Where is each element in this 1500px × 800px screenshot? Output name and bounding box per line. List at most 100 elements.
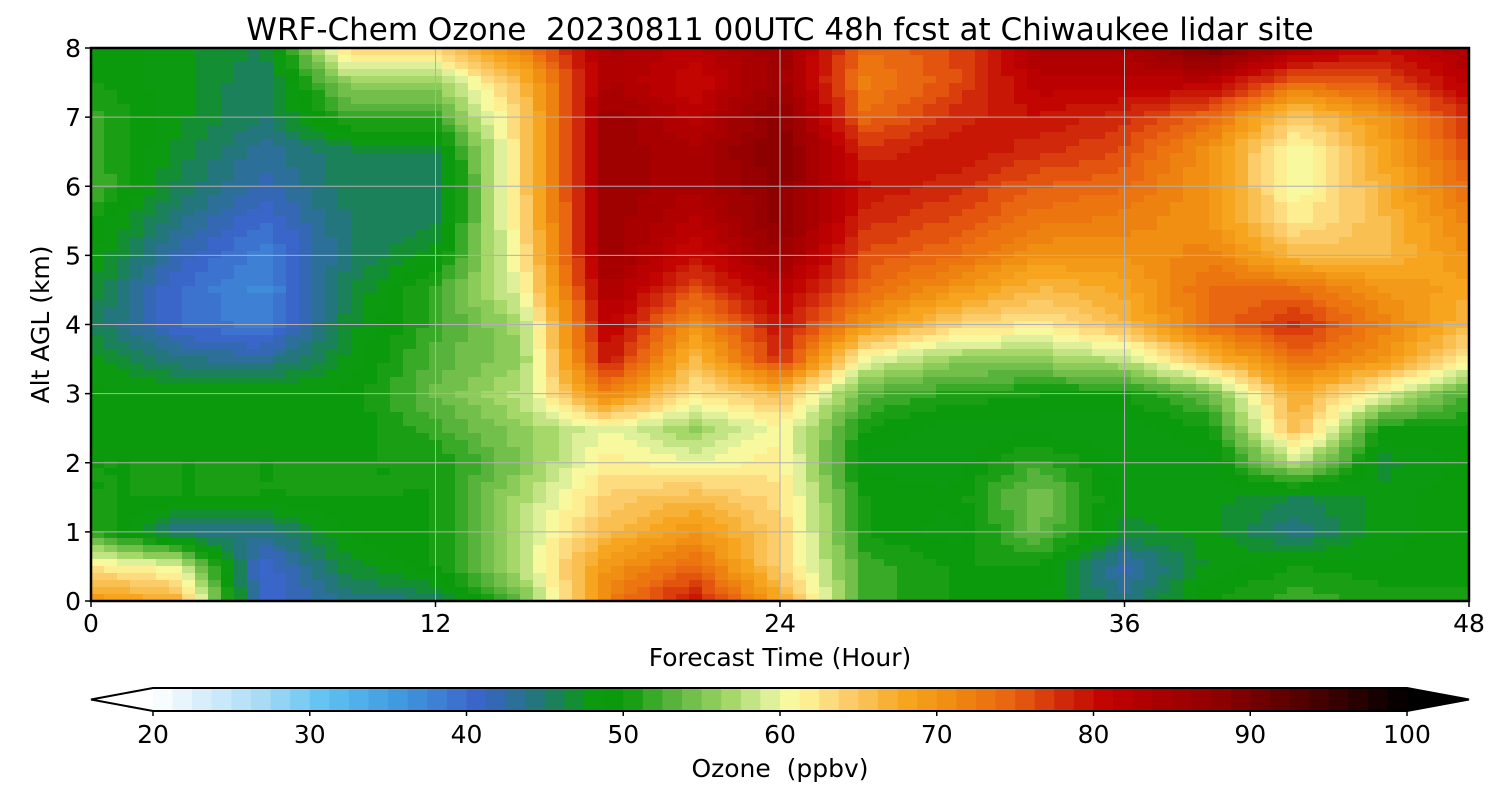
heatmap-cell — [234, 244, 248, 252]
heatmap-cell — [754, 216, 768, 224]
heatmap-cell — [1235, 370, 1249, 378]
heatmap-cell — [884, 349, 898, 357]
heatmap-cell — [988, 265, 1002, 273]
heatmap-cell — [403, 328, 417, 336]
heatmap-cell — [1222, 279, 1236, 287]
heatmap-cell — [1443, 244, 1457, 252]
heatmap-cell — [1404, 251, 1418, 259]
heatmap-cell — [1287, 223, 1301, 231]
heatmap-cell — [767, 216, 781, 224]
heatmap-cell — [832, 167, 846, 175]
heatmap-cell — [871, 48, 885, 56]
heatmap-cell — [247, 118, 261, 126]
heatmap-cell — [455, 202, 469, 210]
heatmap-cell — [546, 335, 560, 343]
heatmap-cell — [624, 97, 638, 105]
heatmap-cell — [234, 356, 248, 364]
heatmap-cell — [884, 104, 898, 112]
heatmap-cell — [806, 174, 820, 182]
heatmap-cell — [624, 223, 638, 231]
heatmap-cell — [767, 209, 781, 217]
heatmap-cell — [923, 265, 937, 273]
heatmap-cell — [806, 272, 820, 280]
heatmap-cell — [1274, 209, 1288, 217]
heatmap-cell — [975, 174, 989, 182]
heatmap-cell — [442, 97, 456, 105]
heatmap-cell — [754, 146, 768, 154]
heatmap-cell — [1053, 153, 1067, 161]
heatmap-cell — [377, 237, 391, 245]
heatmap-cell — [1339, 272, 1353, 280]
heatmap-cell — [962, 251, 976, 259]
heatmap-cell — [234, 62, 248, 70]
heatmap-cell — [468, 251, 482, 259]
heatmap-cell — [1313, 146, 1327, 154]
heatmap-cell — [1066, 223, 1080, 231]
heatmap-cell — [897, 62, 911, 70]
heatmap-cell — [754, 258, 768, 266]
heatmap-cell — [624, 342, 638, 350]
heatmap-cell — [949, 160, 963, 168]
heatmap-cell — [676, 286, 690, 294]
heatmap-cell — [195, 97, 209, 105]
heatmap-cell — [741, 202, 755, 210]
heatmap-cell — [338, 118, 352, 126]
heatmap-cell — [1079, 314, 1093, 322]
heatmap-cell — [871, 118, 885, 126]
heatmap-cell — [1066, 251, 1080, 259]
heatmap-cell — [884, 125, 898, 133]
heatmap-cell — [910, 139, 924, 147]
heatmap-cell — [1326, 181, 1340, 189]
heatmap-cell — [624, 251, 638, 259]
heatmap-cell — [884, 370, 898, 378]
heatmap-cell — [221, 48, 235, 56]
heatmap-cell — [455, 153, 469, 161]
heatmap-cell — [975, 286, 989, 294]
heatmap-cell — [1092, 251, 1106, 259]
heatmap-cell — [169, 69, 183, 77]
heatmap-cell — [910, 69, 924, 77]
heatmap-cell — [1196, 342, 1210, 350]
heatmap-cell — [598, 251, 612, 259]
heatmap-cell — [1365, 230, 1379, 238]
heatmap-cell — [273, 55, 287, 63]
heatmap-cell — [91, 125, 105, 133]
heatmap-cell — [91, 160, 105, 168]
heatmap-cell — [156, 216, 170, 224]
heatmap-cell — [1313, 188, 1327, 196]
heatmap-cell — [1417, 202, 1431, 210]
heatmap-cell — [858, 202, 872, 210]
heatmap-cell — [312, 342, 326, 350]
heatmap-cell — [1274, 160, 1288, 168]
heatmap-cell — [1183, 146, 1197, 154]
heatmap-cell — [1300, 76, 1314, 84]
heatmap-cell — [286, 258, 300, 266]
heatmap-cell — [182, 230, 196, 238]
heatmap-cell — [923, 258, 937, 266]
heatmap-cell — [1417, 342, 1431, 350]
heatmap-cell — [1157, 69, 1171, 77]
heatmap-cell — [1183, 195, 1197, 203]
heatmap-cell — [338, 62, 352, 70]
heatmap-cell — [1144, 181, 1158, 189]
heatmap-cell — [260, 153, 274, 161]
heatmap-cell — [442, 195, 456, 203]
heatmap-cell — [559, 195, 573, 203]
heatmap-cell — [91, 356, 105, 364]
heatmap-cell — [1079, 370, 1093, 378]
heatmap-cell — [1235, 69, 1249, 77]
heatmap-cell — [559, 328, 573, 336]
heatmap-cell — [1378, 265, 1392, 273]
heatmap-cell — [897, 146, 911, 154]
heatmap-cell — [130, 97, 144, 105]
heatmap-cell — [650, 363, 664, 371]
heatmap-cell — [455, 174, 469, 182]
heatmap-cell — [1040, 97, 1054, 105]
heatmap-cell — [143, 216, 157, 224]
heatmap-cell — [949, 209, 963, 217]
heatmap-cell — [1287, 118, 1301, 126]
heatmap-cell — [1261, 251, 1275, 259]
heatmap-cell — [468, 363, 482, 371]
heatmap-cell — [468, 146, 482, 154]
heatmap-cell — [507, 153, 521, 161]
